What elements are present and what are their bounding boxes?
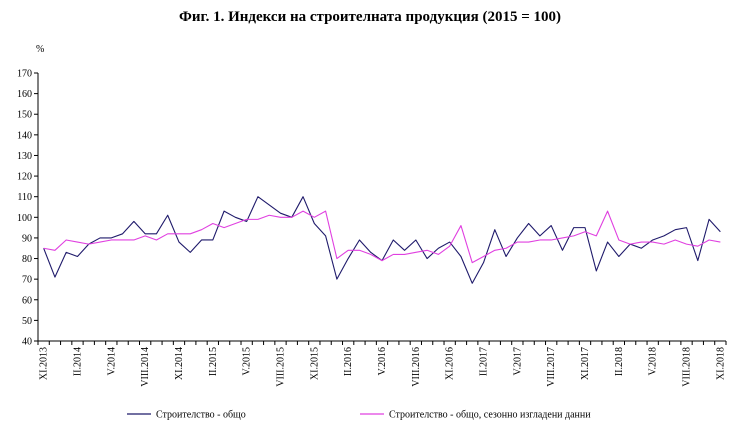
legend-label-2: Строителство - общо, сезонно изгладени д… xyxy=(389,410,591,421)
y-axis: 40 50 60 70 80 90 100 110 120 130 140 150 160 170% xyxy=(17,44,44,348)
legend-label-1: Строителство - общо xyxy=(156,410,246,421)
y-axis-label: % xyxy=(36,44,44,55)
x-tick-label: V.2014 xyxy=(106,347,117,375)
y-tick-label: 50 xyxy=(22,316,32,327)
y-tick-label: 60 xyxy=(22,295,32,306)
x-tick-label: VIII.2018 xyxy=(682,347,693,387)
y-tick-label: 130 xyxy=(17,151,32,162)
x-tick-label: XI.2016 xyxy=(445,347,456,380)
y-tick-label: 90 xyxy=(22,233,32,244)
y-tick-label: 70 xyxy=(22,275,32,286)
x-tick-label: V.2017 xyxy=(512,347,523,375)
series-line-2 xyxy=(43,210,721,264)
x-tick-label: XI.2013 xyxy=(39,347,50,380)
x-tick-label: II.2018 xyxy=(614,347,625,376)
x-tick-label: XI.2018 xyxy=(715,347,726,380)
x-axis: XI.2013 II.2014 V.2014 VIII.2014 XI.2014 II.2… xyxy=(37,340,727,387)
y-tick-label: 100 xyxy=(17,213,32,224)
x-tick-label: II.2016 xyxy=(343,347,354,376)
x-tick-label: VIII.2017 xyxy=(546,347,557,387)
x-tick-label: XI.2017 xyxy=(580,347,591,380)
x-tick-label: V.2018 xyxy=(648,347,659,375)
x-tick-label: VIII.2014 xyxy=(140,347,151,387)
x-tick-label: XI.2014 xyxy=(174,347,185,380)
y-tick-label: 160 xyxy=(17,89,32,100)
x-tick-label: VIII.2016 xyxy=(411,347,422,387)
x-tick-label: II.2014 xyxy=(72,347,83,376)
legend: Строителство - общо Строителство - общо, … xyxy=(127,410,591,421)
y-tick-label: 140 xyxy=(17,130,32,141)
y-tick-label: 80 xyxy=(22,254,32,265)
y-tick-label: 110 xyxy=(17,192,32,203)
x-tick-label: XI.2015 xyxy=(309,347,320,380)
y-tick-label: 120 xyxy=(17,172,32,183)
x-tick-label: II.2017 xyxy=(479,347,490,376)
x-tick-label: VIII.2015 xyxy=(275,347,286,387)
y-tick-label: 40 xyxy=(22,337,32,348)
y-tick-label: 150 xyxy=(17,110,32,121)
x-tick-label: V.2015 xyxy=(242,347,253,375)
x-tick-label: V.2016 xyxy=(377,347,388,375)
chart-title: Фиг. 1. Индекси на строителната продукци… xyxy=(178,9,562,25)
series-layer xyxy=(43,196,721,284)
x-tick-label: II.2015 xyxy=(208,347,219,376)
y-tick-label: 170 xyxy=(17,69,32,80)
